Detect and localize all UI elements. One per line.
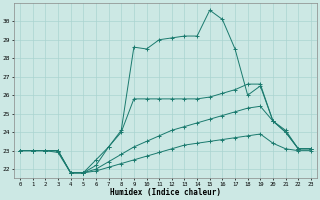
X-axis label: Humidex (Indice chaleur): Humidex (Indice chaleur) [110, 188, 221, 197]
